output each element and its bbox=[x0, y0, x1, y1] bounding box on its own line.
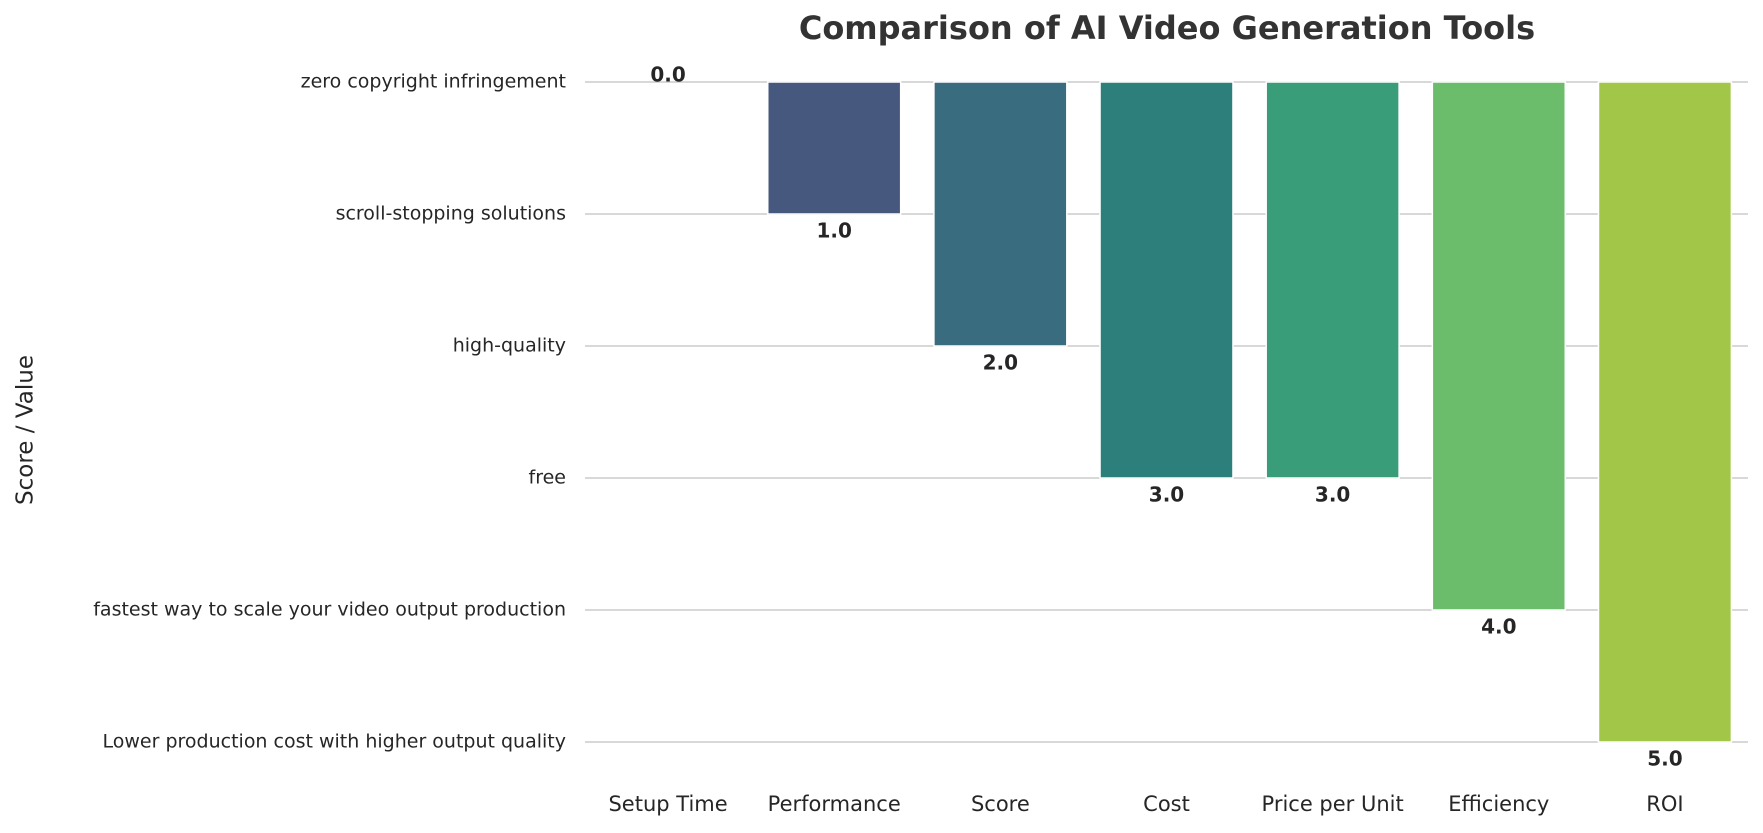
y-tick-label: fastest way to scale your video output p… bbox=[93, 599, 566, 621]
value-label: 4.0 bbox=[1481, 615, 1516, 639]
value-label: 1.0 bbox=[816, 219, 851, 243]
x-tick-label: Price per Unit bbox=[1262, 792, 1404, 816]
y-tick-label: free bbox=[529, 467, 566, 489]
value-label: 3.0 bbox=[1149, 483, 1184, 507]
bar bbox=[933, 81, 1068, 347]
bar bbox=[1431, 81, 1566, 611]
value-label: 5.0 bbox=[1647, 747, 1682, 771]
x-tick-label: Efficiency bbox=[1448, 792, 1549, 816]
y-tick-label: scroll-stopping solutions bbox=[336, 203, 566, 225]
bar bbox=[1265, 81, 1400, 479]
bar bbox=[767, 81, 902, 215]
y-tick-label: high-quality bbox=[453, 335, 566, 357]
value-label: 2.0 bbox=[983, 351, 1018, 375]
chart-title: Comparison of AI Video Generation Tools bbox=[799, 9, 1535, 47]
x-tick-label: Performance bbox=[768, 792, 901, 816]
x-tick-label: ROI bbox=[1646, 792, 1683, 816]
bar bbox=[1099, 81, 1234, 479]
x-tick-label: Cost bbox=[1143, 792, 1190, 816]
y-tick-label: zero copyright infringement bbox=[301, 71, 566, 93]
value-label: 3.0 bbox=[1315, 483, 1350, 507]
y-axis-label: Score / Value bbox=[13, 355, 39, 505]
bar bbox=[1597, 81, 1733, 743]
x-tick-label: Score bbox=[971, 792, 1030, 816]
x-tick-label: Setup Time bbox=[608, 792, 727, 816]
y-tick-label: Lower production cost with higher output… bbox=[103, 731, 567, 753]
value-label: 0.0 bbox=[650, 63, 685, 87]
